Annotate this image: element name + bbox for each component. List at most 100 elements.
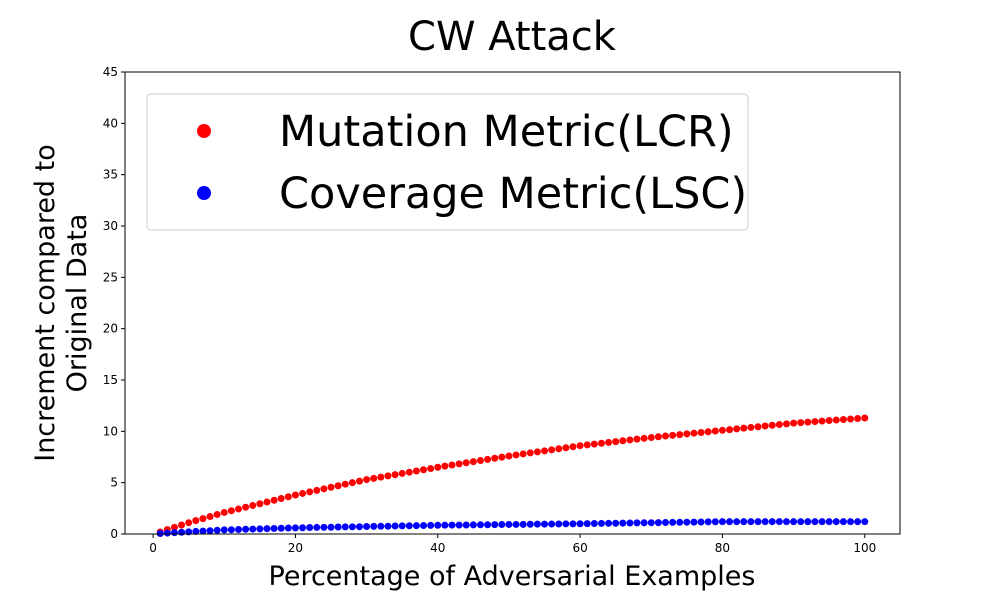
data-point bbox=[533, 448, 541, 456]
data-point bbox=[654, 433, 662, 441]
data-point bbox=[348, 479, 356, 487]
data-point bbox=[398, 522, 406, 530]
data-point bbox=[427, 464, 435, 472]
data-point bbox=[654, 519, 662, 527]
data-point bbox=[541, 520, 549, 528]
data-point bbox=[441, 521, 449, 529]
data-point bbox=[804, 418, 812, 426]
data-point bbox=[291, 491, 299, 499]
data-point bbox=[420, 521, 428, 529]
data-point bbox=[341, 523, 349, 531]
data-point bbox=[213, 526, 221, 534]
data-point bbox=[562, 520, 570, 528]
data-point bbox=[434, 463, 442, 471]
data-point bbox=[548, 520, 556, 528]
data-point bbox=[768, 518, 776, 526]
data-point bbox=[377, 473, 385, 481]
data-point bbox=[804, 518, 812, 526]
data-point bbox=[640, 519, 648, 527]
data-point bbox=[163, 529, 171, 537]
data-point bbox=[548, 446, 556, 454]
data-point bbox=[861, 518, 869, 526]
data-point bbox=[235, 525, 243, 533]
data-point bbox=[711, 427, 719, 435]
y-axis-label: Original Data bbox=[62, 214, 93, 393]
data-point bbox=[213, 510, 221, 518]
data-point bbox=[811, 418, 819, 426]
y-tick-label: 30 bbox=[103, 219, 118, 233]
legend-marker bbox=[197, 124, 211, 138]
data-point bbox=[740, 424, 748, 432]
data-point bbox=[441, 462, 449, 470]
data-point bbox=[384, 522, 392, 530]
x-tick-label: 80 bbox=[715, 541, 730, 555]
data-point bbox=[192, 517, 200, 525]
data-point bbox=[313, 523, 321, 531]
data-point bbox=[633, 519, 641, 527]
plot-frame bbox=[124, 71, 901, 535]
data-point bbox=[562, 444, 570, 452]
data-point bbox=[512, 520, 520, 528]
data-point bbox=[277, 494, 285, 502]
data-point bbox=[782, 420, 790, 428]
data-point bbox=[854, 415, 862, 422]
data-point bbox=[797, 518, 805, 526]
legend-label: Mutation Metric(LCR) bbox=[279, 107, 734, 157]
data-point bbox=[427, 521, 435, 529]
data-point bbox=[341, 480, 349, 488]
legend-marker bbox=[197, 186, 211, 200]
data-point bbox=[612, 438, 620, 446]
data-point bbox=[832, 416, 840, 424]
data-point bbox=[597, 519, 605, 527]
data-point bbox=[825, 417, 833, 425]
data-point bbox=[718, 426, 726, 434]
data-point bbox=[185, 519, 193, 527]
data-point bbox=[519, 520, 527, 528]
data-point bbox=[306, 488, 314, 496]
data-point bbox=[590, 520, 598, 528]
data-point bbox=[284, 524, 292, 532]
data-point bbox=[384, 472, 392, 480]
x-axis-label: Percentage of Adversarial Examples bbox=[269, 561, 756, 592]
data-point bbox=[363, 523, 371, 531]
data-point bbox=[370, 522, 378, 530]
data-point bbox=[476, 456, 484, 464]
data-point bbox=[291, 524, 299, 532]
y-tick-label: 15 bbox=[103, 373, 118, 387]
data-point bbox=[541, 447, 549, 455]
data-point bbox=[199, 527, 207, 535]
data-point bbox=[761, 422, 769, 430]
data-point bbox=[505, 520, 513, 528]
y-tick-label: 45 bbox=[103, 65, 118, 79]
data-point bbox=[170, 523, 178, 531]
data-point bbox=[683, 430, 691, 438]
data-point bbox=[491, 521, 499, 529]
x-tick-label: 40 bbox=[430, 541, 445, 555]
data-point bbox=[711, 518, 719, 526]
y-tick-label: 20 bbox=[103, 322, 118, 336]
data-point bbox=[847, 518, 855, 526]
data-point bbox=[227, 526, 235, 534]
data-point bbox=[775, 421, 783, 429]
data-point bbox=[249, 525, 257, 533]
data-point bbox=[370, 474, 378, 482]
data-point bbox=[662, 432, 670, 440]
data-point bbox=[555, 520, 563, 528]
data-point bbox=[355, 523, 363, 531]
data-point bbox=[420, 466, 428, 474]
data-point bbox=[754, 423, 762, 431]
data-point bbox=[277, 524, 285, 532]
data-point bbox=[861, 414, 869, 422]
data-point bbox=[377, 522, 385, 530]
data-point bbox=[199, 515, 207, 523]
data-point bbox=[469, 458, 477, 466]
data-point bbox=[676, 518, 684, 526]
data-point bbox=[263, 498, 271, 506]
data-point bbox=[619, 519, 627, 527]
data-point bbox=[704, 428, 712, 436]
data-point bbox=[263, 525, 271, 533]
data-point bbox=[491, 454, 499, 462]
x-tick-label: 100 bbox=[853, 541, 876, 555]
